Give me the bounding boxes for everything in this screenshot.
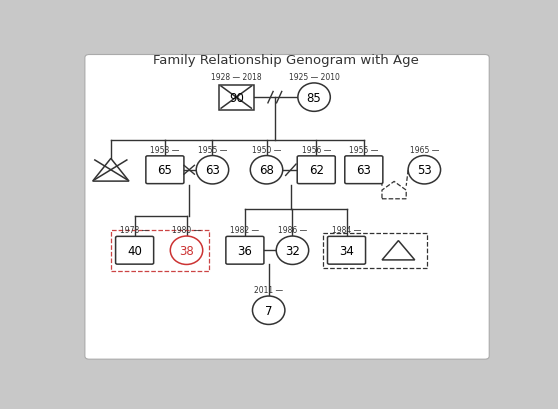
Text: 63: 63 <box>205 164 220 177</box>
Polygon shape <box>93 159 129 182</box>
Text: 32: 32 <box>285 244 300 257</box>
Text: 1928 — 2018: 1928 — 2018 <box>211 73 262 82</box>
Text: 1984 —: 1984 — <box>332 226 361 235</box>
FancyBboxPatch shape <box>85 55 489 359</box>
Text: 1950 —: 1950 — <box>252 145 281 154</box>
Text: 85: 85 <box>307 91 321 104</box>
Text: 1965 —: 1965 — <box>410 145 439 154</box>
Text: 1955 —: 1955 — <box>349 145 378 154</box>
Ellipse shape <box>408 156 441 184</box>
Polygon shape <box>382 182 406 199</box>
Text: 36: 36 <box>238 244 252 257</box>
Text: 1925 — 2010: 1925 — 2010 <box>288 73 339 82</box>
Text: 68: 68 <box>259 164 274 177</box>
Text: 53: 53 <box>417 164 432 177</box>
FancyBboxPatch shape <box>297 157 335 184</box>
Text: 62: 62 <box>309 164 324 177</box>
FancyBboxPatch shape <box>146 157 184 184</box>
Text: 7: 7 <box>265 304 272 317</box>
Text: 40: 40 <box>127 244 142 257</box>
Text: 90: 90 <box>229 91 244 104</box>
Text: 1953 —: 1953 — <box>150 145 180 154</box>
FancyBboxPatch shape <box>116 237 153 265</box>
Ellipse shape <box>276 236 309 265</box>
Text: 34: 34 <box>339 244 354 257</box>
Text: Family Relationship Genogram with Age: Family Relationship Genogram with Age <box>153 54 419 67</box>
Ellipse shape <box>252 296 285 325</box>
Text: 1955 —: 1955 — <box>198 145 227 154</box>
Text: 1986 —: 1986 — <box>278 226 307 235</box>
Text: 1956 —: 1956 — <box>301 145 331 154</box>
Text: 1978 —: 1978 — <box>120 226 149 235</box>
FancyBboxPatch shape <box>345 157 383 184</box>
FancyBboxPatch shape <box>328 237 365 265</box>
Ellipse shape <box>298 84 330 112</box>
Ellipse shape <box>196 156 229 184</box>
Bar <box>219 85 253 110</box>
Text: 65: 65 <box>157 164 172 177</box>
Ellipse shape <box>170 236 203 265</box>
Text: 1982 —: 1982 — <box>230 226 259 235</box>
Text: 63: 63 <box>357 164 371 177</box>
Text: 2011 —: 2011 — <box>254 285 283 294</box>
Text: 38: 38 <box>179 244 194 257</box>
Ellipse shape <box>251 156 283 184</box>
Polygon shape <box>382 241 415 260</box>
Text: 1980 —: 1980 — <box>172 226 201 235</box>
FancyBboxPatch shape <box>226 237 264 265</box>
